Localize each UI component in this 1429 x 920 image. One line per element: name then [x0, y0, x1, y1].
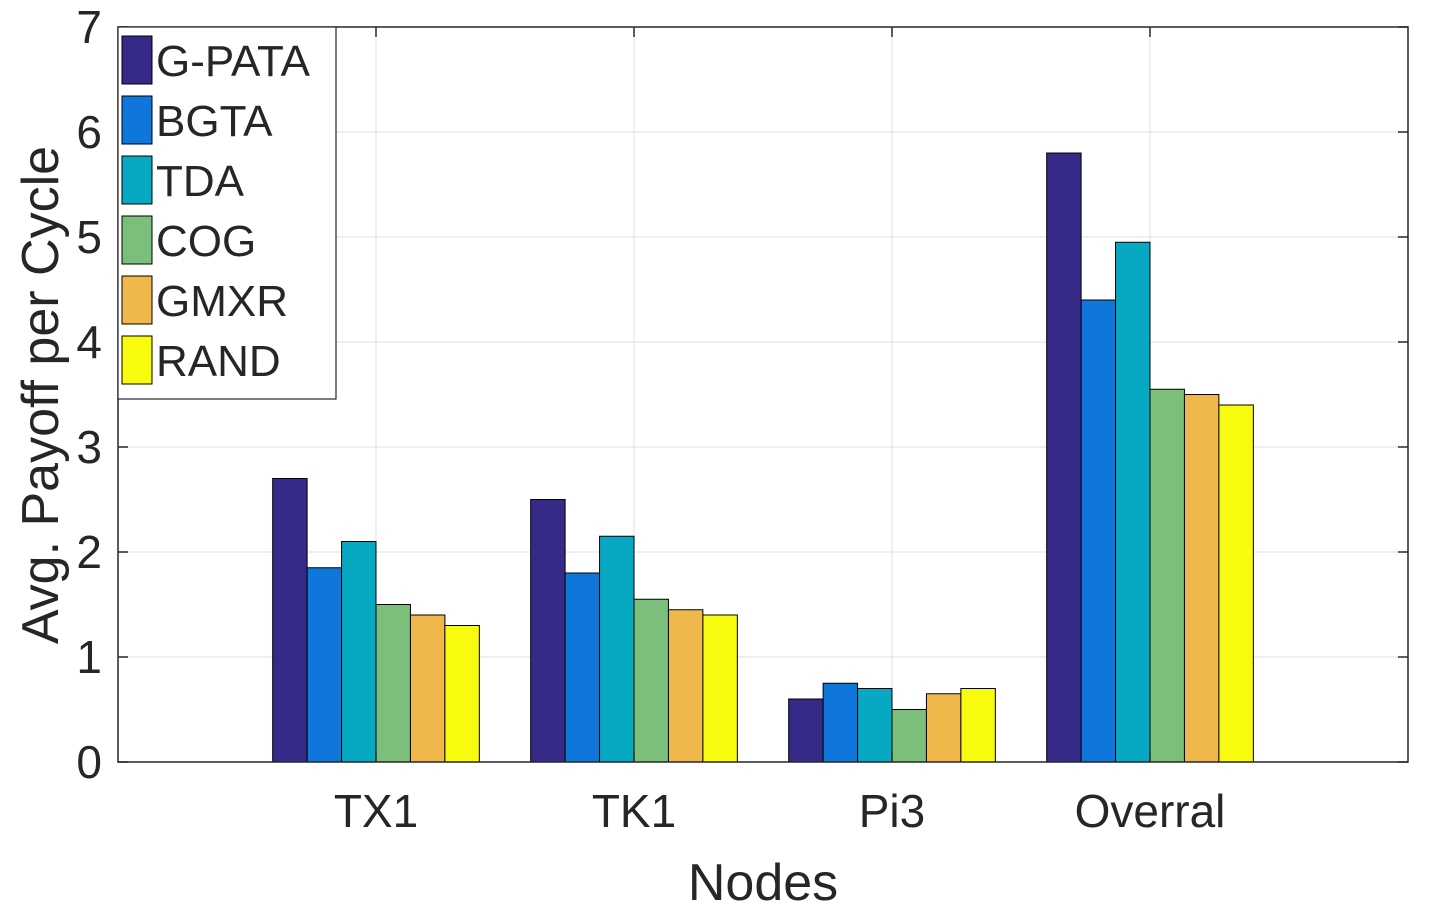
bar-series	[272, 152, 1254, 763]
legend-box	[117, 26, 337, 400]
bar-cog-pi3	[891, 709, 927, 763]
x-tick-label: Overral	[1075, 785, 1226, 837]
x-tick-label: TK1	[592, 785, 676, 837]
bar-rand-tx1	[444, 625, 480, 763]
bar-gmxr-overral	[1183, 394, 1220, 763]
legend-label-cog: COG	[156, 217, 256, 266]
y-tick-label: 5	[76, 211, 102, 263]
x-axis-title: Nodes	[688, 854, 838, 912]
bar-g-pata-tx1	[272, 478, 308, 763]
x-tick-label: Pi3	[859, 785, 925, 837]
x-tick-label: TX1	[334, 785, 418, 837]
legend-label-bgta: BGTA	[156, 97, 273, 146]
legend-swatch-g-pata	[121, 35, 153, 85]
bar-cog-tx1	[375, 604, 411, 763]
legend-swatch-bgta	[121, 95, 153, 145]
legend: G-PATA BGTA TDA COG GMXR RAND	[117, 26, 337, 400]
y-tick-label: 7	[76, 1, 102, 53]
bar-g-pata-pi3	[788, 698, 824, 763]
bar-gmxr-pi3	[925, 693, 962, 763]
legend-label-rand: RAND	[156, 337, 281, 386]
legend-swatch-gmxr	[121, 275, 153, 325]
legend-label-g-pata: G-PATA	[156, 37, 311, 86]
bar-tda-pi3	[857, 688, 893, 763]
axis-ticks: 0 1 2 3 4 5 6 7 TX1 TK1 Pi3 Overral	[76, 1, 1408, 837]
bar-bgta-pi3	[822, 682, 859, 763]
y-tick-label: 0	[76, 736, 102, 788]
y-tick-label: 6	[76, 106, 102, 158]
bar-gmxr-tx1	[409, 614, 446, 763]
legend-swatch-cog	[121, 215, 153, 265]
bar-bgta-tx1	[306, 567, 343, 763]
bar-cog-overral	[1149, 388, 1185, 763]
bar-rand-overral	[1218, 404, 1254, 763]
y-tick-label: 3	[76, 421, 102, 473]
bar-bgta-overral	[1080, 299, 1117, 763]
y-axis-title: Avg. Payoff per Cycle	[12, 146, 70, 644]
y-tick-label: 2	[76, 526, 102, 578]
bar-cog-tk1	[633, 598, 669, 763]
bar-tda-tk1	[599, 535, 635, 763]
bar-rand-pi3	[960, 688, 996, 763]
legend-label-tda: TDA	[156, 157, 245, 206]
bar-tda-overral	[1115, 241, 1151, 763]
legend-swatch-tda	[121, 155, 153, 205]
y-tick-label: 4	[76, 316, 102, 368]
y-tick-label: 1	[76, 631, 102, 683]
bar-bgta-tk1	[564, 572, 601, 763]
bar-gmxr-tk1	[667, 609, 704, 763]
legend-swatch-rand	[121, 335, 153, 385]
bar-g-pata-overral	[1046, 152, 1082, 763]
legend-label-gmxr: GMXR	[156, 277, 288, 326]
bar-g-pata-tk1	[530, 499, 566, 763]
bar-tda-tx1	[341, 541, 377, 763]
bar-rand-tk1	[702, 614, 738, 763]
